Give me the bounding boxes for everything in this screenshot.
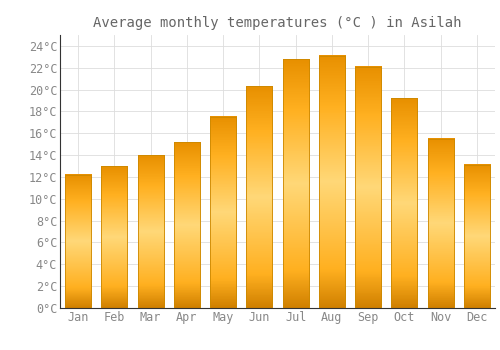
Bar bbox=[282, 59, 308, 308]
Bar bbox=[319, 56, 345, 308]
Bar bbox=[464, 165, 490, 308]
Bar bbox=[174, 142, 200, 308]
Bar bbox=[428, 139, 454, 308]
Bar bbox=[246, 86, 272, 308]
Bar bbox=[65, 175, 91, 308]
Bar bbox=[102, 166, 128, 308]
Title: Average monthly temperatures (°C ) in Asilah: Average monthly temperatures (°C ) in As… bbox=[93, 16, 462, 30]
Bar bbox=[355, 66, 381, 308]
Bar bbox=[392, 98, 417, 308]
Bar bbox=[210, 117, 236, 308]
Bar bbox=[138, 155, 164, 308]
